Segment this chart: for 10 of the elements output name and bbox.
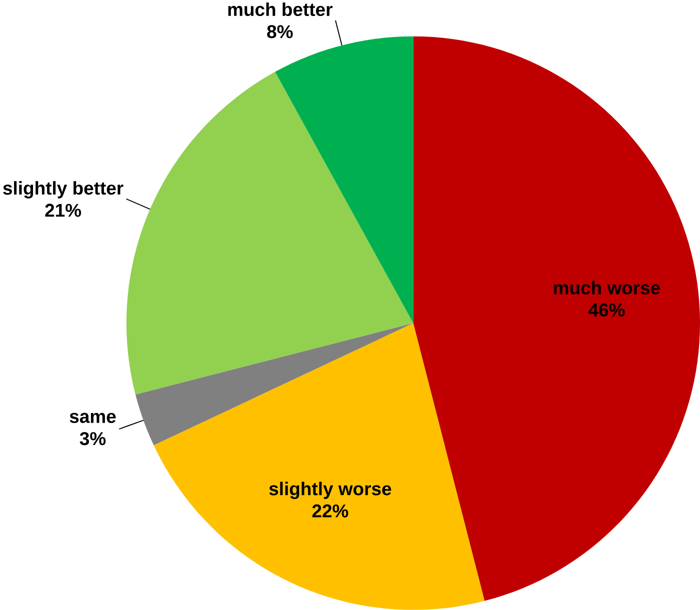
data-label: 8% bbox=[267, 25, 293, 38]
slice-label: same bbox=[70, 412, 116, 424]
data-label: 21% bbox=[45, 204, 82, 217]
data-label: 46% bbox=[588, 304, 625, 317]
data-label: 3% bbox=[80, 432, 106, 446]
data-label: 22% bbox=[312, 504, 348, 518]
slice-label: slightly worse bbox=[269, 482, 392, 500]
slice-label: slightly better bbox=[3, 181, 124, 198]
slice-label: much worse bbox=[554, 280, 660, 294]
slice-label: much better bbox=[228, 2, 332, 16]
